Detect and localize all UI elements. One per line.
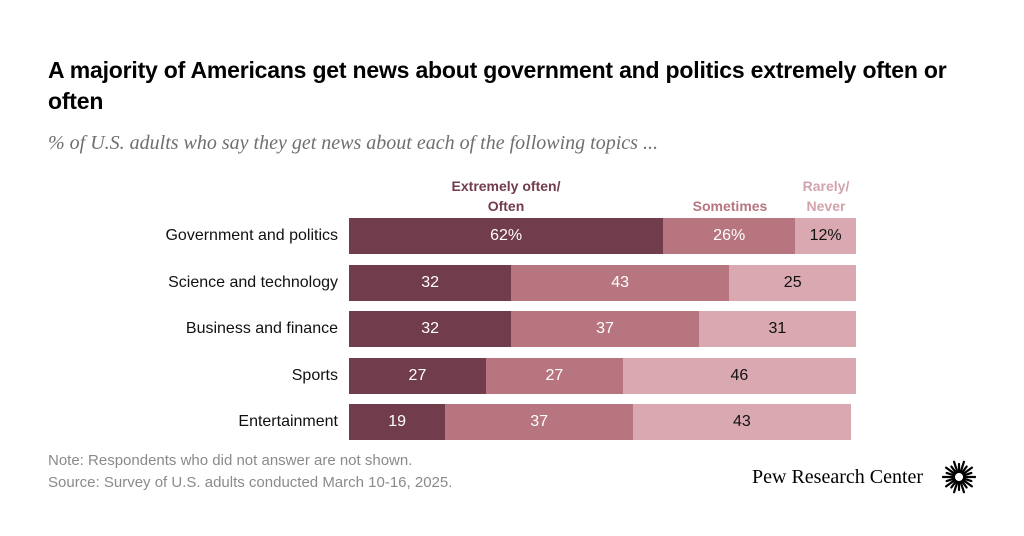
pew-logo-icon [942, 460, 976, 494]
category-label: Government and politics [165, 227, 338, 244]
bar-segment-often: 32 [349, 265, 512, 301]
bar-value-label: 43 [732, 413, 751, 430]
bar-value-label: 19 [388, 413, 407, 430]
legend-often: Extremely often/Often [451, 178, 561, 214]
bar-segment-often: 27 [349, 358, 486, 394]
legend-rarely: Rarely/Never [802, 178, 850, 214]
category-label: Entertainment [238, 413, 338, 430]
source-text: Source: Survey of U.S. adults conducted … [48, 474, 453, 491]
bar-value-label: 43 [611, 274, 630, 291]
bar-value-label: 27 [408, 367, 427, 384]
bar-value-label: 27 [545, 367, 564, 384]
bar-value-label: 37 [596, 320, 614, 337]
bar-segment-rarely: 12% [795, 218, 856, 254]
bar-value-label: 26% [713, 227, 746, 244]
bar-segment-sometimes: 26% [663, 218, 796, 254]
bar-value-label: 25 [783, 274, 802, 291]
bar-value-label: 32 [421, 274, 439, 291]
bar-value-label: 31 [768, 320, 787, 337]
bar-value-label: 46 [730, 367, 749, 384]
bar-segment-sometimes: 37 [445, 404, 633, 440]
bar-segment-often: 19 [349, 404, 446, 440]
bar-segment-often: 62% [349, 218, 664, 254]
note-text: Note: Respondents who did not answer are… [48, 452, 413, 469]
legend-sometimes: Sometimes [692, 198, 768, 214]
bar-segment-rarely: 43 [632, 404, 851, 440]
bar-value-label: 37 [530, 413, 548, 430]
bar-value-label: 12% [809, 227, 842, 244]
bar-segment-sometimes: 37 [511, 311, 699, 347]
bar-segment-rarely: 46 [622, 358, 856, 394]
category-label: Science and technology [168, 274, 338, 291]
bar-segment-often: 32 [349, 311, 512, 347]
chart-title: A majority of Americans get news about g… [48, 57, 947, 114]
brand-name: Pew Research Center [752, 466, 924, 488]
category-label: Business and finance [185, 320, 338, 337]
bar-value-label: 32 [421, 320, 439, 337]
chart-subtitle: % of U.S. adults who say they get news a… [48, 132, 658, 154]
bar-segment-sometimes: 27 [485, 358, 623, 394]
category-label: Sports [291, 367, 338, 384]
bar-value-label: 62% [490, 227, 523, 244]
bar-segment-sometimes: 43 [511, 265, 730, 301]
bar-segment-rarely: 31 [698, 311, 856, 347]
bar-segment-rarely: 25 [729, 265, 857, 301]
